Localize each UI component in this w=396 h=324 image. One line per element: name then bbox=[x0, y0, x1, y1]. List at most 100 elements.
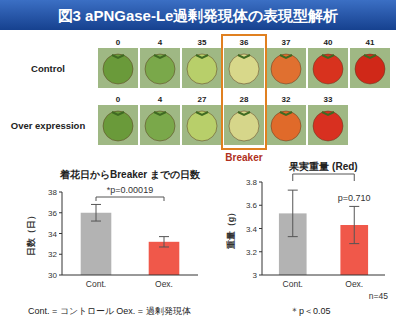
category-label: Cont. bbox=[86, 279, 106, 289]
day-label: 35 bbox=[198, 38, 207, 47]
error-cap bbox=[159, 246, 169, 247]
day-label: 36 bbox=[240, 38, 249, 47]
axis-title: 重量（g） bbox=[226, 208, 236, 251]
fruit bbox=[229, 111, 259, 141]
tick bbox=[259, 251, 262, 252]
error-cap bbox=[288, 236, 298, 237]
error-stem bbox=[164, 237, 165, 247]
error-cap bbox=[91, 204, 101, 205]
tick bbox=[59, 275, 62, 276]
calyx bbox=[322, 112, 334, 115]
fruit bbox=[355, 54, 385, 84]
error-bar bbox=[159, 237, 169, 247]
tick-label: 3.2 bbox=[246, 248, 258, 257]
photo bbox=[140, 48, 180, 88]
tick bbox=[259, 275, 262, 276]
fruit bbox=[271, 54, 301, 84]
tick-label: 3.8 bbox=[246, 178, 258, 187]
sample-size: n=45 bbox=[369, 291, 388, 301]
tick bbox=[259, 182, 262, 183]
error-cap bbox=[349, 206, 359, 207]
tick-label: 3 bbox=[253, 271, 258, 280]
calyx bbox=[154, 112, 166, 115]
bracket bbox=[96, 197, 164, 201]
calyx bbox=[112, 112, 124, 115]
tick-label: 3.4 bbox=[246, 225, 258, 234]
calyx bbox=[154, 55, 166, 58]
photo bbox=[308, 48, 348, 88]
error-stem bbox=[354, 206, 355, 243]
fruit bbox=[145, 54, 175, 84]
calyx bbox=[322, 55, 334, 58]
fruit bbox=[145, 111, 175, 141]
day-label: 28 bbox=[240, 95, 249, 104]
figure: 図3 aPNGase-Le過剰発現体の表現型解析Control043536374… bbox=[0, 0, 396, 324]
row-label: Control bbox=[31, 63, 65, 74]
annotation: *p=0.00019 bbox=[107, 185, 153, 195]
tick bbox=[59, 212, 62, 213]
chart: 着花日からBreaker までの日数3032343638Cont.Oex.日数（… bbox=[26, 169, 201, 289]
fruit bbox=[187, 111, 217, 141]
photo bbox=[308, 105, 348, 145]
calyx bbox=[280, 55, 292, 58]
marks bbox=[81, 204, 180, 275]
fruit bbox=[103, 54, 133, 84]
error-cap bbox=[91, 221, 101, 222]
photo bbox=[350, 48, 390, 88]
tick-label: 3.6 bbox=[246, 201, 258, 210]
tick bbox=[59, 233, 62, 234]
calyx bbox=[112, 55, 124, 58]
error-cap bbox=[349, 243, 359, 244]
row-label: Over expression bbox=[11, 120, 86, 131]
calyx bbox=[196, 55, 208, 58]
day-label: 37 bbox=[282, 38, 291, 47]
error-bar bbox=[288, 190, 298, 237]
day-label: 33 bbox=[324, 95, 333, 104]
calyx bbox=[280, 112, 292, 115]
photo bbox=[182, 48, 222, 88]
error-stem bbox=[292, 190, 293, 237]
breaker-label: Breaker bbox=[225, 152, 262, 163]
tick bbox=[59, 192, 62, 193]
photo bbox=[140, 105, 180, 145]
axis-title: 日数（日） bbox=[26, 211, 36, 256]
significance-note: ＊p＜0.05 bbox=[290, 306, 331, 316]
day-label: 4 bbox=[158, 95, 163, 104]
error-bar bbox=[349, 206, 359, 243]
chart-title: 着花日からBreaker までの日数 bbox=[59, 169, 201, 180]
tick-label: 36 bbox=[48, 209, 57, 218]
day-label: 41 bbox=[366, 38, 375, 47]
tick-label: 32 bbox=[48, 250, 57, 259]
highlight-frame bbox=[222, 35, 266, 149]
tick-label: 34 bbox=[48, 230, 57, 239]
photo bbox=[98, 48, 138, 88]
photo bbox=[182, 105, 222, 145]
tick bbox=[259, 205, 262, 206]
error-bar bbox=[91, 204, 101, 221]
chart: 果実重量 (Red)33.23.43.63.8Cont.Oex.重量（g）p=0… bbox=[226, 161, 385, 289]
x-axis bbox=[62, 275, 198, 276]
fruit bbox=[103, 111, 133, 141]
day-label: 40 bbox=[324, 38, 333, 47]
day-label: 0 bbox=[116, 38, 121, 47]
calyx bbox=[196, 112, 208, 115]
photo bbox=[224, 105, 264, 145]
day-label: 32 bbox=[282, 95, 291, 104]
fruit bbox=[313, 54, 343, 84]
chart-title: 果実重量 (Red) bbox=[288, 161, 357, 172]
error-stem bbox=[96, 204, 97, 221]
day-label: 4 bbox=[158, 38, 163, 47]
tick-label: 30 bbox=[48, 271, 57, 280]
annotation: p=0.710 bbox=[338, 193, 371, 203]
error-cap bbox=[288, 190, 298, 191]
photo bbox=[266, 105, 306, 145]
tick bbox=[259, 228, 262, 229]
bar bbox=[149, 242, 180, 275]
fruit bbox=[229, 54, 259, 84]
photo bbox=[266, 48, 306, 88]
category-label: Oex. bbox=[345, 279, 363, 289]
error-cap bbox=[159, 236, 169, 237]
photo bbox=[98, 105, 138, 145]
bar bbox=[81, 213, 112, 275]
calyx bbox=[364, 55, 376, 58]
